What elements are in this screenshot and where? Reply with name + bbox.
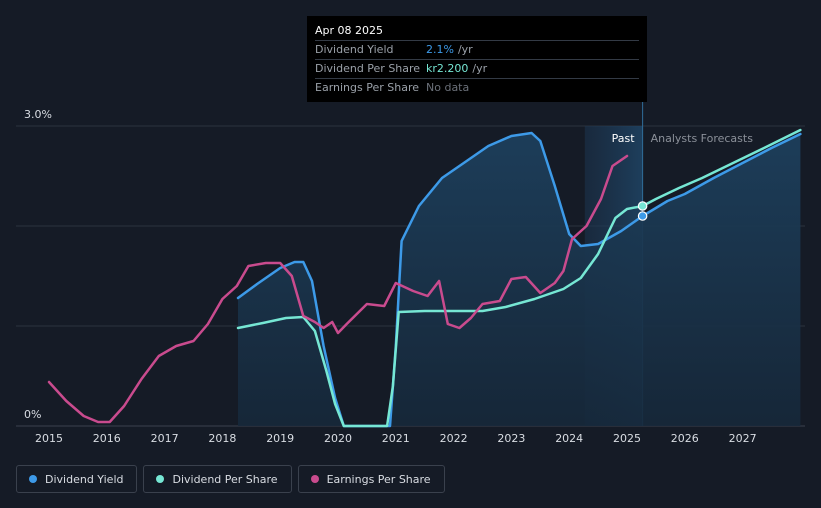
series-lines: [47, 128, 802, 428]
tooltip-row-earnings-per-share: Earnings Per Share No data: [315, 79, 639, 97]
tooltip-date: Apr 08 2025: [315, 22, 639, 41]
legend-item-dividend-per-share[interactable]: Dividend Per Share: [143, 465, 292, 493]
x-tick-label: 2025: [613, 432, 641, 445]
tooltip-value: No data: [426, 81, 470, 94]
legend-label: Dividend Per Share: [172, 472, 278, 486]
x-axis: 2015 2016 2017 2018 2019 2020 2021 2022 2023 2024…: [35, 432, 757, 445]
tooltip-unit: /yr: [472, 62, 488, 75]
tooltip-unit: /yr: [457, 43, 473, 56]
tooltip-label: Dividend Yield: [315, 43, 394, 56]
analysts-forecasts-label: Analysts Forecasts: [651, 132, 754, 145]
tooltip-value: 2.1%: [426, 43, 454, 56]
x-tick-label: 2021: [382, 432, 410, 445]
legend: Dividend Yield Dividend Per Share Earnin…: [16, 465, 445, 493]
x-tick-label: 2024: [555, 432, 583, 445]
x-tick-label: 2027: [729, 432, 757, 445]
region-labels: Past Analysts Forecasts: [612, 132, 754, 145]
legend-label: Dividend Yield: [45, 472, 124, 486]
x-tick-label: 2022: [440, 432, 468, 445]
x-tick-label: 2019: [266, 432, 294, 445]
legend-item-earnings-per-share[interactable]: Earnings Per Share: [297, 465, 445, 493]
y-tick-label: 0%: [24, 408, 41, 421]
tooltip-label: Earnings Per Share: [315, 81, 420, 94]
dividend-per-share-dot-icon: [156, 475, 165, 483]
x-tick-label: 2023: [497, 432, 525, 445]
x-tick-label: 2017: [151, 432, 179, 445]
x-tick-label: 2026: [671, 432, 699, 445]
dividend-per-share-marker: [637, 201, 648, 211]
x-tick-label: 2016: [93, 432, 121, 445]
y-axis: 3.0% 0%: [24, 108, 52, 421]
hover-markers: [637, 201, 648, 221]
dividend-yield-dot-icon: [29, 475, 37, 483]
earnings-per-share-dot-icon: [310, 475, 319, 483]
tooltip-label: Dividend Per Share: [315, 62, 421, 75]
x-tick-label: 2015: [35, 432, 63, 445]
x-tick-label: 2020: [324, 432, 352, 445]
past-label: Past: [612, 132, 636, 145]
legend-item-dividend-yield[interactable]: Dividend Yield: [16, 465, 138, 493]
x-tick-label: 2018: [208, 432, 236, 445]
tooltip-value: kr2.200: [426, 62, 469, 75]
tooltip-row-dividend-yield: Dividend Yield 2.1% /yr: [315, 41, 639, 60]
tooltip-row-dividend-per-share: Dividend Per Share kr2.200 /yr: [315, 60, 639, 79]
dividend-per-share-line: [236, 128, 802, 428]
legend-label: Earnings Per Share: [326, 472, 431, 486]
dividend-yield-marker: [637, 211, 648, 221]
earnings-per-share-line: [47, 154, 629, 424]
tooltip: Apr 08 2025 Dividend Yield 2.1% /yr Divi…: [307, 16, 647, 102]
y-tick-label: 3.0%: [24, 108, 52, 121]
dividend-yield-line: [236, 131, 802, 428]
